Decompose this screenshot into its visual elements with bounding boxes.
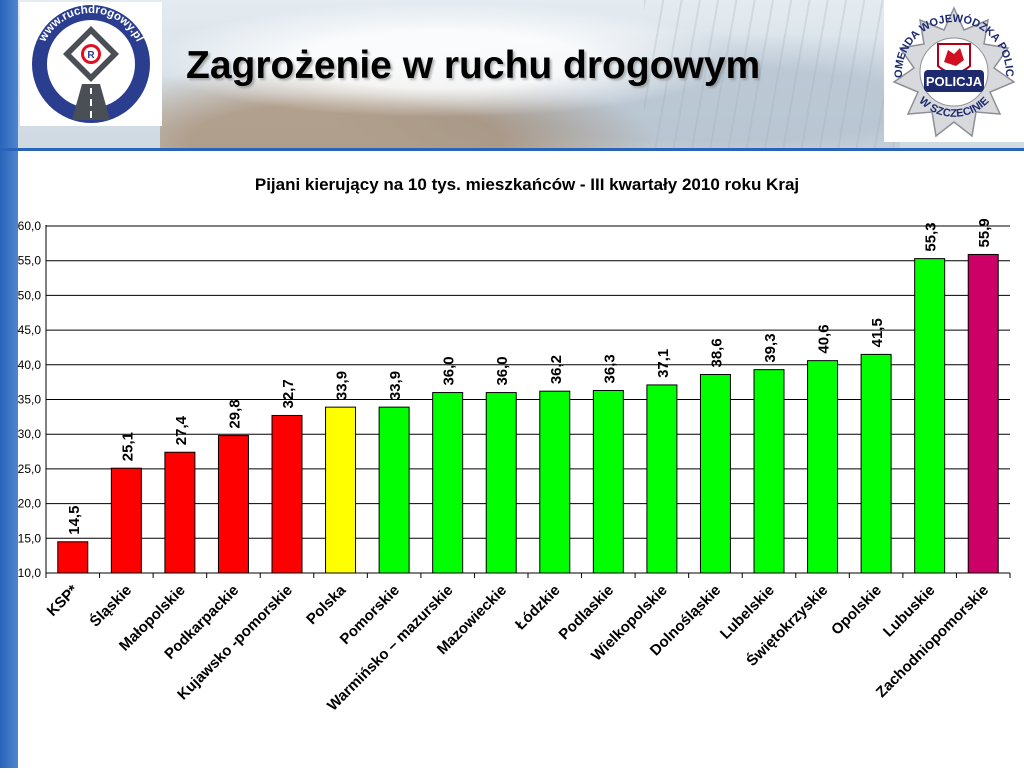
chart-area: Pijani kierujący na 10 tys. mieszkańców … — [0, 152, 1024, 768]
bar — [592, 389, 624, 574]
ruchdrogowy-logo-graphic: www.ruchdrogowy.pl R — [32, 4, 150, 123]
bar — [914, 258, 946, 574]
bar — [110, 467, 142, 574]
bar-value-label: 41,5 — [869, 318, 886, 347]
ruchdrogowy-logo: www.ruchdrogowy.pl R — [20, 2, 162, 126]
chart-gridlines — [46, 225, 1010, 539]
police-badge-logo: KOMENDA WOJEWÓDZKA POLICJI W SZCZECINIE … — [880, 0, 1024, 142]
bar — [57, 541, 89, 574]
y-tick-label: 25,0 — [18, 462, 42, 476]
bar-value-label: 55,3 — [923, 222, 940, 251]
bar-value-label: 32,7 — [280, 379, 297, 408]
y-tick-label: 30,0 — [18, 427, 42, 441]
bar-value-label: 36,2 — [548, 355, 565, 384]
slide-title: Zagrożenie w ruchu drogowym — [186, 44, 761, 87]
bar-value-label: 33,9 — [334, 371, 351, 400]
bar-value-label: 37,1 — [655, 349, 672, 378]
bar — [217, 435, 249, 574]
chart-axes — [45, 225, 1011, 578]
bar-value-label: 36,3 — [601, 354, 618, 383]
header-trees — [644, 0, 904, 150]
logo-left-mark: R — [87, 50, 95, 61]
bar-value-label: 39,3 — [762, 333, 779, 362]
header-rule — [0, 148, 1024, 151]
bar — [378, 406, 410, 574]
x-axis-tick-labels: KSP* ŚląskieMałopolskiePodkarpackieKujaws… — [44, 581, 992, 714]
bar-value-label: 38,6 — [708, 338, 725, 367]
bar — [699, 374, 731, 574]
badge-policja-text: POLICJA — [926, 74, 983, 89]
bar — [753, 369, 785, 574]
bar — [646, 384, 678, 574]
police-badge-graphic: KOMENDA WOJEWÓDZKA POLICJI W SZCZECINIE … — [880, 0, 1016, 138]
y-axis-tick-labels: 10,0 15,0 20,0 25,0 30,0 35,0 40,0 45,0 50,0 55,0… — [18, 219, 42, 580]
bar — [807, 360, 839, 574]
header-photo — [160, 0, 900, 150]
bar — [432, 392, 464, 574]
x-tick-label: Śląskie — [86, 581, 135, 630]
x-tick-label: Łódzkie — [512, 582, 564, 634]
bar — [485, 392, 517, 574]
x-tick-label: Polska — [303, 581, 350, 628]
y-tick-label: 60,0 — [18, 219, 42, 233]
y-tick-label: 35,0 — [18, 393, 42, 407]
y-tick-label: 55,0 — [18, 254, 42, 268]
x-tick-label: KSP* — [44, 582, 82, 620]
chart-title: Pijani kierujący na 10 tys. mieszkańców … — [255, 175, 799, 194]
bar-chart: Pijani kierujący na 10 tys. mieszkańców … — [18, 175, 1011, 714]
bar-value-labels: 14,5 25,1 27,4 29,8 32,7 33,9 33,9 36,0 36,0 36,2… — [66, 218, 993, 535]
bar — [967, 253, 999, 574]
bar — [860, 353, 892, 574]
bar — [271, 414, 303, 574]
y-tick-label: 10,0 — [18, 566, 42, 580]
bar-value-label: 36,0 — [441, 356, 458, 385]
y-tick-label: 20,0 — [18, 497, 42, 511]
bar-value-label: 29,8 — [226, 399, 243, 428]
bar-value-label: 55,9 — [976, 218, 993, 247]
left-accent-bar — [0, 0, 18, 768]
y-tick-label: 50,0 — [18, 288, 42, 302]
bar-value-label: 40,6 — [816, 324, 833, 353]
bar-value-label: 25,1 — [119, 432, 136, 461]
header-banner — [0, 0, 1024, 150]
bar-value-label: 33,9 — [387, 371, 404, 400]
bar — [164, 451, 196, 574]
bar — [325, 406, 357, 574]
bar-value-label: 14,5 — [66, 506, 83, 535]
chart-bars — [57, 253, 999, 574]
y-tick-label: 15,0 — [18, 531, 42, 545]
y-tick-label: 45,0 — [18, 323, 42, 337]
bar-value-label: 36,0 — [494, 356, 511, 385]
bar-value-label: 27,4 — [173, 415, 190, 445]
x-tick-label: Opolskie — [828, 582, 885, 639]
bar — [539, 390, 571, 574]
y-tick-label: 40,0 — [18, 358, 42, 372]
